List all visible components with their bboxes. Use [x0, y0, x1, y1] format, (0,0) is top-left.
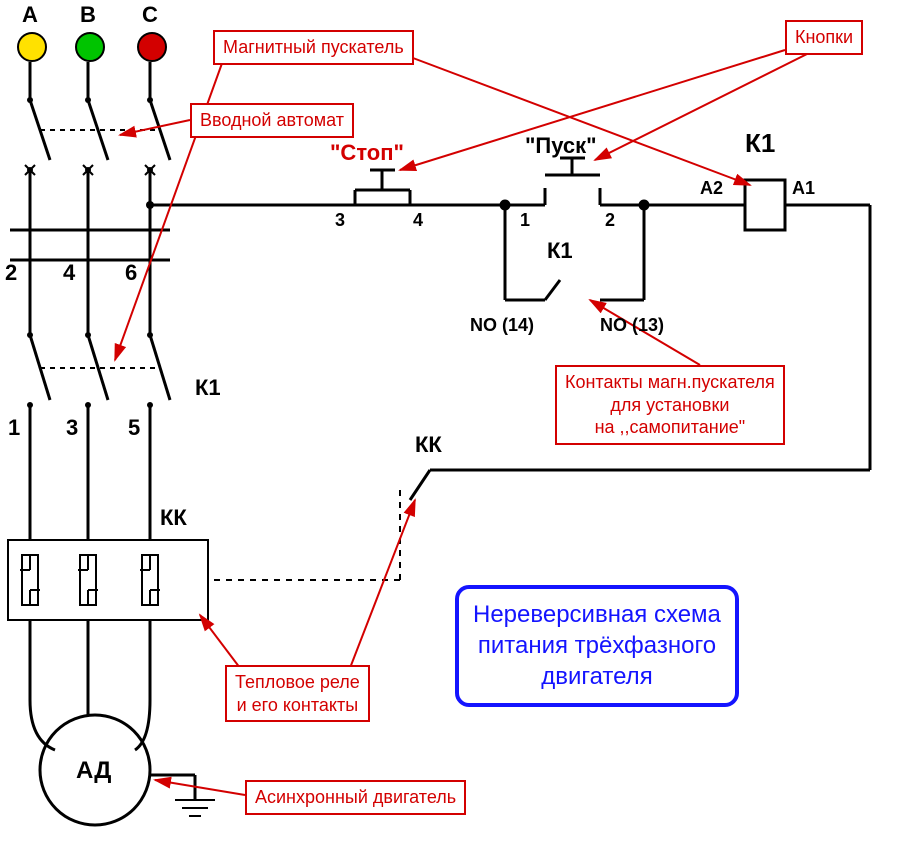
breaker-term-4: 4: [63, 260, 75, 286]
diagram-canvas: A B C: [0, 0, 910, 867]
k1-term-1: 1: [8, 415, 20, 441]
stop-term-4: 4: [413, 210, 423, 231]
start-label: "Пуск": [525, 133, 597, 159]
hold-no13: NO (13): [600, 315, 664, 336]
callout-magnetic-starter: Магнитный пускатель: [213, 30, 414, 65]
callout-thermal: Тепловое реле и его контакты: [225, 665, 370, 722]
hold-no14: NO (14): [470, 315, 534, 336]
stop-label: "Стоп": [330, 140, 404, 166]
callout-breaker: Вводной автомат: [190, 103, 354, 138]
k1-term-5: 5: [128, 415, 140, 441]
callout-buttons: Кнопки: [785, 20, 863, 55]
breaker-term-2: 2: [5, 260, 17, 286]
k1-contacts-label: К1: [195, 375, 221, 401]
stop-term-3: 3: [335, 210, 345, 231]
kk-contact-label: КК: [415, 432, 442, 458]
callout-self-hold: Контакты магн.пускателя для установки на…: [555, 365, 785, 445]
start-term-1: 1: [520, 210, 530, 231]
start-term-2: 2: [605, 210, 615, 231]
callout-motor: Асинхронный двигатель: [245, 780, 466, 815]
motor-label: АД: [76, 757, 111, 785]
breaker-term-6: 6: [125, 260, 137, 286]
thermal-label: КК: [160, 505, 187, 531]
coil-a2: A2: [700, 178, 723, 199]
diagram-title: Нереверсивная схема питания трёхфазного …: [455, 585, 739, 707]
k1-term-3: 3: [66, 415, 78, 441]
k1-hold-label: К1: [547, 238, 573, 264]
k1-coil-title: К1: [745, 128, 775, 159]
coil-a1: A1: [792, 178, 815, 199]
